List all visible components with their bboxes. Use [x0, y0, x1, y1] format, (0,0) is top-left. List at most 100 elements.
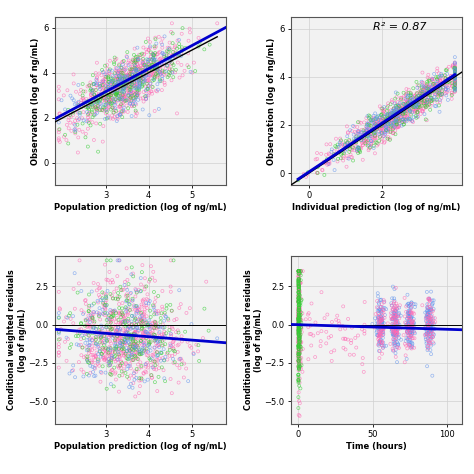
Point — [118, 69, 125, 76]
Point — [392, 118, 399, 126]
Point — [295, 336, 303, 343]
Point — [190, 349, 197, 357]
Point — [295, 320, 303, 328]
Point — [412, 98, 420, 105]
Point — [119, 338, 127, 346]
Point — [132, 354, 140, 362]
Point — [407, 116, 414, 123]
Point — [379, 122, 387, 129]
Point — [115, 95, 123, 102]
Point — [376, 323, 384, 331]
Point — [391, 317, 399, 324]
Point — [295, 325, 302, 332]
Point — [155, 66, 162, 74]
Point — [131, 71, 139, 78]
Point — [312, 155, 319, 163]
Point — [361, 321, 368, 328]
Point — [114, 82, 121, 89]
Point — [295, 297, 302, 305]
Point — [114, 115, 121, 123]
Point — [104, 356, 111, 363]
Point — [295, 327, 303, 334]
Point — [296, 295, 303, 302]
Point — [411, 329, 419, 337]
Point — [123, 71, 131, 78]
Point — [91, 91, 98, 99]
Point — [348, 143, 356, 151]
Point — [114, 296, 122, 303]
Point — [88, 323, 95, 330]
Point — [416, 91, 424, 98]
Point — [119, 84, 127, 92]
Point — [392, 349, 399, 357]
Point — [398, 111, 406, 119]
Point — [444, 75, 451, 82]
Point — [358, 137, 366, 144]
Text: R² = 0.87: R² = 0.87 — [373, 22, 427, 32]
Point — [135, 83, 143, 91]
Point — [390, 119, 398, 127]
Point — [118, 372, 126, 379]
Point — [421, 93, 429, 101]
Point — [129, 63, 137, 71]
Point — [112, 107, 120, 115]
Point — [401, 108, 408, 116]
Point — [430, 331, 438, 338]
Point — [296, 337, 303, 345]
Point — [123, 78, 131, 86]
Point — [383, 123, 390, 131]
Point — [383, 118, 390, 125]
Point — [381, 128, 388, 136]
Point — [424, 310, 432, 318]
Point — [147, 263, 155, 270]
Point — [391, 311, 398, 319]
Point — [348, 324, 356, 331]
Point — [102, 85, 109, 93]
Point — [295, 328, 302, 336]
Point — [451, 87, 459, 94]
Point — [296, 340, 303, 348]
Point — [425, 96, 432, 104]
Point — [125, 346, 132, 354]
Point — [71, 374, 79, 381]
Point — [134, 55, 142, 62]
Point — [92, 98, 100, 106]
Point — [389, 124, 396, 132]
Point — [166, 44, 173, 52]
Point — [164, 73, 172, 81]
Point — [376, 330, 384, 337]
Point — [114, 333, 121, 340]
Point — [116, 331, 124, 338]
Point — [295, 341, 303, 348]
Point — [392, 115, 400, 123]
Point — [120, 80, 128, 88]
Point — [93, 97, 101, 105]
Point — [132, 100, 140, 108]
Point — [410, 320, 418, 328]
Point — [451, 83, 459, 91]
Point — [107, 91, 114, 99]
Point — [426, 339, 434, 346]
Point — [404, 291, 411, 299]
Point — [429, 318, 437, 326]
Point — [81, 327, 89, 335]
Point — [294, 357, 302, 365]
Point — [296, 267, 303, 275]
Point — [102, 92, 110, 100]
Point — [378, 320, 385, 328]
Point — [81, 330, 88, 337]
Point — [383, 126, 390, 134]
Point — [172, 335, 180, 342]
Point — [297, 323, 304, 331]
Point — [154, 342, 161, 350]
Point — [296, 313, 303, 320]
Point — [133, 72, 140, 79]
Point — [372, 120, 379, 128]
Point — [407, 305, 414, 312]
Point — [121, 82, 129, 90]
Point — [122, 349, 130, 357]
Point — [148, 67, 155, 74]
Point — [145, 321, 152, 329]
Point — [130, 68, 138, 75]
Point — [451, 65, 459, 73]
